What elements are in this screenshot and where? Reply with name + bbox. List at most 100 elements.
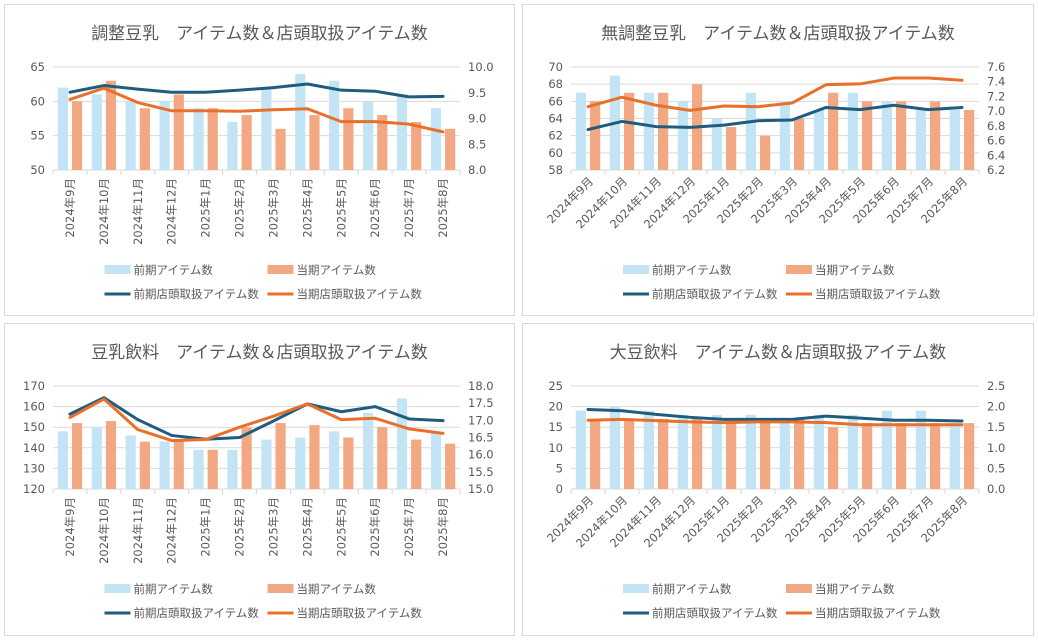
legend-label: 前期店頭取扱アイテム数 [134, 606, 260, 620]
chart-tonyu-inryo: 豆乳飲料 アイテム数＆店頭取扱アイテム数 120 130 140 150 160 170 15… [23, 343, 494, 620]
prev-items-bar [915, 410, 926, 489]
prev-items-bar [261, 439, 272, 489]
curr-items-legend-swatch [267, 584, 294, 593]
curr-items-bar [692, 418, 703, 489]
legend-label: 前期アイテム数 [652, 582, 732, 596]
legend-label: 前期アイテム数 [134, 582, 214, 596]
prev-items-bar [779, 101, 790, 170]
chart-panel-muchousei-tonyu: 無調整豆乳 アイテム数＆店頭取扱アイテム数 58 60 62 64 66 68 70 6.2 6.… [522, 4, 1034, 316]
curr-items-bar [71, 101, 83, 170]
curr-items-bar [343, 108, 354, 170]
legend-label: 前期アイテム数 [134, 263, 214, 277]
y2-tick-label: 16.5 [468, 431, 494, 445]
chart-muchousei-tonyu: 無調整豆乳 アイテム数＆店頭取扱アイテム数586062646668706.26.… [544, 24, 1005, 301]
y2-tick-label: 9.5 [468, 86, 486, 100]
legend-label: 前期店頭取扱アイテム数 [652, 606, 778, 620]
legend-label: 当期店頭取扱アイテム数 [815, 606, 941, 620]
prev-items-bar [57, 87, 68, 170]
legend-label: 当期店頭取扱アイテム数 [297, 606, 423, 620]
curr-items-bar [930, 423, 941, 489]
x-tick-label: 2025年4月 [300, 178, 314, 238]
prev-items-bar [91, 94, 102, 170]
y2-tick-label: 15.5 [468, 465, 494, 479]
x-tick-label: 2025年1月 [199, 178, 213, 238]
y2-tick-label: 8.0 [468, 163, 486, 177]
y-tick-label: 65 [30, 60, 45, 74]
prev-items-bar [227, 121, 238, 170]
legend-label: 当期アイテム数 [815, 263, 895, 277]
prev-items-bar [949, 109, 960, 170]
x-tick-label: 2025年7月 [402, 178, 416, 238]
y-tick-label: 160 [23, 400, 45, 414]
prev-items-bar [575, 92, 586, 170]
x-tick-label: 2025年3月 [266, 497, 280, 557]
x-tick-label: 2024年9月 [63, 178, 77, 238]
chart-title: 豆乳飲料 アイテム数＆店頭取扱アイテム数 [91, 343, 428, 363]
y-tick-label: 120 [23, 482, 45, 496]
y2-tick-label: 17.0 [468, 413, 494, 427]
legend-label: 当期アイテム数 [815, 582, 895, 596]
prev-items-bar [847, 414, 858, 489]
prev-store-line [586, 407, 964, 423]
prev-items-bar [193, 449, 204, 489]
x-tick-label: 2024年11月 [131, 178, 145, 245]
curr-items-bar [411, 121, 422, 170]
curr-items-bar [275, 423, 286, 489]
curr-items-bar [241, 427, 252, 489]
chart-chousei-tonyu: 調整豆乳 アイテム数＆店頭取扱アイテム数 50 55 60 65 8.0 8.5 9.0 9.5… [30, 24, 494, 301]
legend-label: 当期アイテム数 [297, 263, 377, 277]
legend-label: 当期店頭取扱アイテム数 [297, 287, 423, 301]
y2-tick-label: 7.6 [987, 60, 1005, 74]
legend-label: 前期店頭取扱アイテム数 [652, 287, 778, 301]
prev-items-bar [677, 101, 688, 170]
curr-items-legend-swatch [786, 265, 812, 274]
y-tick-label: 60 [30, 94, 45, 108]
prev-items-bar [396, 94, 408, 170]
curr-items-bar [760, 418, 771, 489]
y-tick-label: 130 [23, 461, 45, 475]
x-tick-label: 2025年3月 [266, 178, 280, 238]
curr-items-bar [71, 423, 83, 489]
curr-items-bar [862, 423, 873, 489]
prev-items-bar [881, 410, 892, 489]
y2-tick-label: 6.8 [987, 119, 1005, 133]
chart-panel-tonyu-inryo: 豆乳飲料 アイテム数＆店頭取扱アイテム数 120 130 140 150 160 170 15… [4, 323, 515, 636]
y2-tick-label: 10.0 [468, 60, 494, 74]
chart-daizu-inryo: 大豆飲料 アイテム数＆店頭取扱アイテム数 0 5 10 15 20 25 0.0 0.5 1.0 1… [544, 343, 1005, 620]
curr-items-bar [241, 115, 252, 170]
prev-items-bar [430, 433, 442, 489]
curr-items-bar [760, 135, 771, 170]
y-tick-label: 5 [556, 461, 563, 475]
curr-items-bar [658, 418, 669, 489]
curr-items-bar [207, 108, 218, 170]
curr-items-legend-swatch [267, 265, 294, 274]
x-tick-label: 2025年4月 [300, 497, 314, 557]
x-tick-label: 2024年12月 [165, 178, 179, 245]
curr-items-bar [343, 437, 354, 489]
prev-items-bar [261, 87, 272, 170]
curr-store-line [68, 397, 445, 443]
x-tick-label: 2024年9月 [63, 497, 77, 557]
prev-items-bar [159, 441, 170, 489]
y-tick-label: 68 [548, 77, 563, 91]
curr-items-bar [930, 101, 941, 170]
y2-tick-label: 7.2 [987, 89, 1005, 103]
x-tick-label: 2025年1月 [199, 497, 213, 557]
prev-items-bar [847, 92, 858, 170]
y2-tick-label: 6.6 [987, 134, 1005, 148]
prev-items-bar [159, 101, 170, 170]
y2-tick-label: 8.5 [468, 137, 486, 151]
prev-items-legend-swatch [623, 584, 649, 593]
prev-items-legend-swatch [104, 265, 131, 274]
x-tick-label: 2024年11月 [131, 497, 145, 564]
curr-items-bar [377, 427, 388, 489]
prev-items-legend-swatch [104, 584, 131, 593]
prev-items-bar [396, 398, 408, 489]
x-tick-label: 2024年12月 [165, 497, 179, 564]
curr-items-bar [658, 92, 669, 170]
curr-items-bar [624, 92, 635, 170]
prev-items-bar [915, 109, 926, 170]
x-tick-label: 2025年2月 [233, 178, 247, 238]
y2-tick-label: 6.4 [987, 148, 1005, 162]
prev-items-legend-swatch [623, 265, 649, 274]
